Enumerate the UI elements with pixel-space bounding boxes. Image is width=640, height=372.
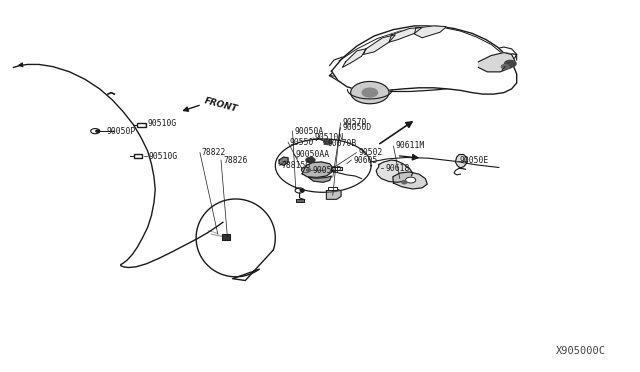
Polygon shape bbox=[342, 49, 366, 67]
Text: 90611M: 90611M bbox=[396, 141, 424, 151]
Text: X905000C: X905000C bbox=[556, 346, 606, 356]
Text: 90510G: 90510G bbox=[148, 119, 177, 128]
Text: 90050AA: 90050AA bbox=[296, 150, 330, 159]
Text: 90570: 90570 bbox=[342, 119, 367, 128]
Text: 90050A: 90050A bbox=[294, 126, 324, 136]
Circle shape bbox=[324, 140, 332, 144]
Polygon shape bbox=[308, 176, 332, 182]
FancyBboxPatch shape bbox=[328, 187, 337, 190]
Circle shape bbox=[402, 181, 407, 184]
Text: 90050D: 90050D bbox=[342, 123, 372, 132]
Circle shape bbox=[501, 64, 509, 69]
Text: 90510G: 90510G bbox=[149, 152, 178, 161]
Text: 90550: 90550 bbox=[290, 138, 314, 147]
Polygon shape bbox=[332, 26, 516, 94]
Polygon shape bbox=[389, 28, 422, 42]
Text: 78815G: 78815G bbox=[282, 161, 311, 170]
Text: 90070B: 90070B bbox=[328, 139, 357, 148]
Circle shape bbox=[406, 177, 416, 183]
Text: 90050E: 90050E bbox=[460, 156, 488, 165]
Polygon shape bbox=[376, 160, 413, 182]
Polygon shape bbox=[279, 157, 288, 165]
Circle shape bbox=[96, 130, 100, 132]
Circle shape bbox=[351, 81, 389, 104]
Circle shape bbox=[362, 88, 378, 97]
FancyBboxPatch shape bbox=[296, 199, 304, 202]
Text: 78822: 78822 bbox=[202, 148, 226, 157]
Circle shape bbox=[307, 169, 310, 171]
Text: 90510N: 90510N bbox=[315, 133, 344, 142]
Polygon shape bbox=[364, 35, 396, 54]
Polygon shape bbox=[478, 52, 515, 72]
Text: 90050P: 90050P bbox=[313, 166, 342, 175]
Polygon shape bbox=[393, 172, 428, 189]
Text: 90502: 90502 bbox=[358, 148, 383, 157]
FancyBboxPatch shape bbox=[332, 167, 342, 170]
Circle shape bbox=[300, 189, 304, 192]
FancyBboxPatch shape bbox=[137, 123, 146, 127]
Text: 90618: 90618 bbox=[385, 164, 410, 173]
Text: 90605: 90605 bbox=[353, 155, 378, 164]
Circle shape bbox=[504, 60, 516, 67]
Polygon shape bbox=[302, 162, 333, 177]
Text: FRONT: FRONT bbox=[204, 96, 239, 114]
FancyBboxPatch shape bbox=[221, 234, 230, 240]
FancyBboxPatch shape bbox=[134, 154, 143, 158]
Text: 78826: 78826 bbox=[223, 155, 247, 164]
Text: 90050P: 90050P bbox=[106, 126, 135, 136]
Polygon shape bbox=[326, 189, 341, 199]
Polygon shape bbox=[456, 154, 467, 169]
Circle shape bbox=[306, 157, 315, 163]
Polygon shape bbox=[415, 26, 447, 38]
